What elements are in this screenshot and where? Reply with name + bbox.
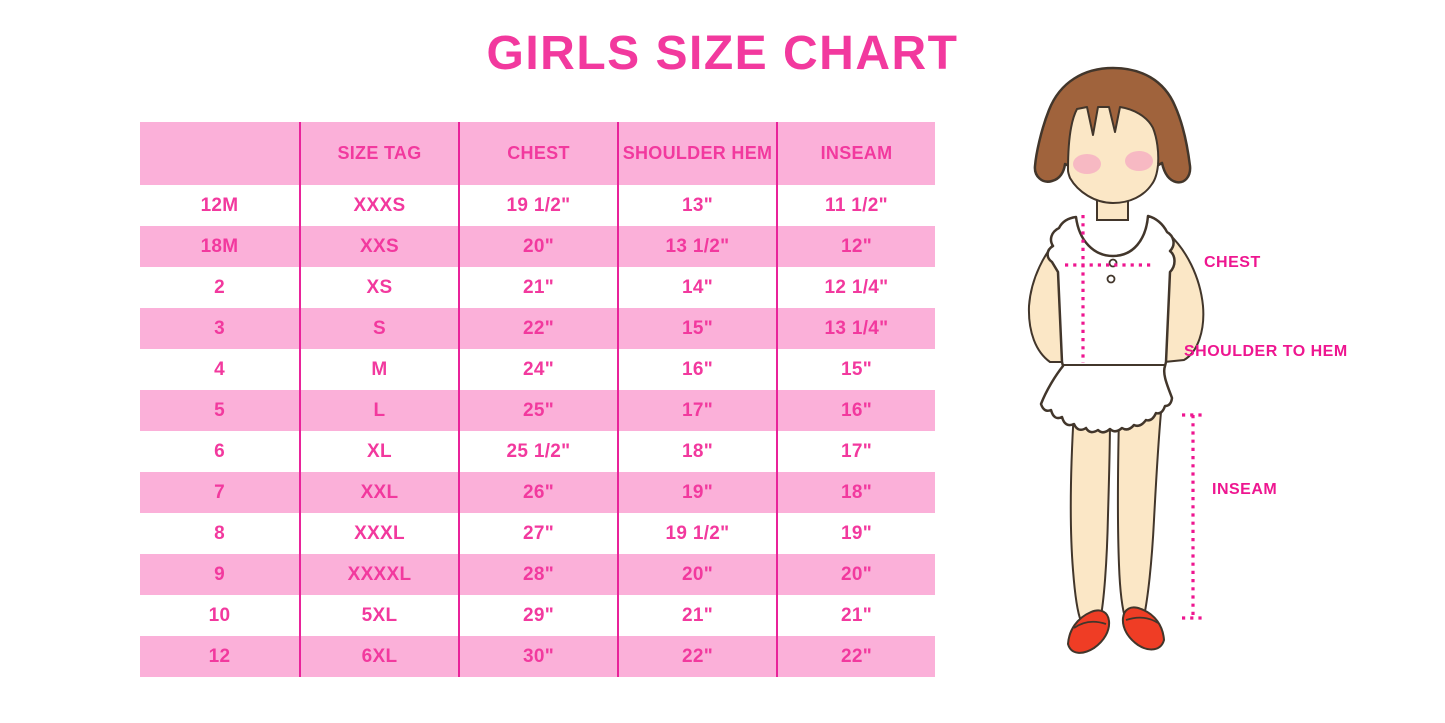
- table-cell: 15": [617, 308, 776, 349]
- table-cell: 5XL: [299, 595, 458, 636]
- inseam-annotation-label: INSEAM: [1212, 481, 1278, 498]
- table-cell: 28": [458, 554, 617, 595]
- girls-size-table: SIZE TAG CHEST SHOULDER HEM INSEAM 12M XX…: [140, 122, 935, 677]
- table-cell: 21": [458, 267, 617, 308]
- table-row: 2 XS 21" 14" 12 1/4": [140, 267, 935, 308]
- right-cheek-blush: [1125, 151, 1153, 171]
- table-cell: 16": [776, 390, 935, 431]
- table-cell: 27": [458, 513, 617, 554]
- table-cell: XXXL: [299, 513, 458, 554]
- table-row: 5 L 25" 17" 16": [140, 390, 935, 431]
- table-cell: 10: [208, 604, 231, 626]
- left-shoe-shape: [1066, 609, 1111, 654]
- table-row: 4 M 24" 16" 15": [140, 349, 935, 390]
- table-cell: 3: [214, 317, 225, 339]
- table-header-row: SIZE TAG CHEST SHOULDER HEM INSEAM: [140, 122, 935, 185]
- table-cell: XS: [299, 267, 458, 308]
- right-leg-shape: [1116, 410, 1163, 622]
- table-cell: L: [299, 390, 458, 431]
- table-cell: 25": [458, 390, 617, 431]
- table-cell: 13": [617, 185, 776, 226]
- table-cell: 9: [214, 563, 225, 585]
- table-cell: 6: [214, 440, 225, 462]
- table-cell: 13 1/4": [776, 308, 935, 349]
- table-row: 10 5XL 29" 21" 21": [140, 595, 935, 636]
- right-shoe-shape: [1121, 606, 1166, 651]
- table-row: 12 6XL 30" 22" 22": [140, 636, 935, 677]
- table-cell: 17": [776, 431, 935, 472]
- table-cell: 30": [458, 636, 617, 677]
- table-cell: XXXS: [299, 185, 458, 226]
- table-cell: 12": [776, 226, 935, 267]
- table-row: 9 XXXXL 28" 20" 20": [140, 554, 935, 595]
- table-cell: 19 1/2": [458, 185, 617, 226]
- table-cell: 12M: [200, 194, 239, 216]
- table-cell: XL: [299, 431, 458, 472]
- size-table-body: 12M XXXS 19 1/2" 13" 11 1/2" 18M XXS 20" 13 1/2"…: [140, 185, 935, 677]
- table-cell: 19": [776, 513, 935, 554]
- table-row: 12M XXXS 19 1/2" 13" 11 1/2": [140, 185, 935, 226]
- header-cell-size-tag: SIZE TAG: [299, 122, 458, 185]
- right-shoe-strap: [1125, 616, 1159, 624]
- table-cell: 11 1/2": [776, 185, 935, 226]
- girl-measurement-figure: [1000, 60, 1230, 680]
- shoulder-to-hem-annotation-label: SHOULDER TO HEM: [1184, 343, 1348, 360]
- table-cell: 29": [458, 595, 617, 636]
- table-cell: 18": [776, 472, 935, 513]
- table-cell: 5: [214, 399, 225, 421]
- table-cell: 7: [214, 481, 225, 503]
- table-cell: 20": [776, 554, 935, 595]
- table-cell: XXXXL: [299, 554, 458, 595]
- table-cell: 12 1/4": [776, 267, 935, 308]
- table-row: 8 XXXL 27" 19 1/2" 19": [140, 513, 935, 554]
- header-cell-shoulder-hem: SHOULDER HEM: [617, 122, 776, 185]
- table-cell: 2: [214, 276, 225, 298]
- table-cell: 17": [617, 390, 776, 431]
- table-cell: 24": [458, 349, 617, 390]
- table-cell: 20": [458, 226, 617, 267]
- left-leg-shape: [1069, 408, 1112, 622]
- table-cell: 16": [617, 349, 776, 390]
- table-cell: 22": [617, 636, 776, 677]
- header-cell-inseam: INSEAM: [776, 122, 935, 185]
- face-shape: [1067, 106, 1160, 204]
- table-cell: 26": [458, 472, 617, 513]
- dress-shape: [1039, 214, 1176, 434]
- header-cell-size: [140, 122, 299, 185]
- bottom-button: [1106, 274, 1116, 284]
- page-title: GIRLS SIZE CHART: [486, 27, 959, 80]
- table-cell: 6XL: [299, 636, 458, 677]
- table-cell: M: [299, 349, 458, 390]
- table-cell: 21": [617, 595, 776, 636]
- table-cell: 21": [776, 595, 935, 636]
- table-cell: 15": [776, 349, 935, 390]
- header-cell-chest: CHEST: [458, 122, 617, 185]
- table-cell: 14": [617, 267, 776, 308]
- table-cell: 18M: [200, 235, 239, 257]
- left-cheek-blush: [1073, 154, 1101, 174]
- table-cell: S: [299, 308, 458, 349]
- table-cell: 8: [214, 522, 225, 544]
- table-cell: 22": [458, 308, 617, 349]
- table-cell: XXL: [299, 472, 458, 513]
- girl-illustration: [1027, 66, 1205, 654]
- table-cell: 22": [776, 636, 935, 677]
- table-cell: XXS: [299, 226, 458, 267]
- table-cell: 19": [617, 472, 776, 513]
- table-cell: 18": [617, 431, 776, 472]
- table-cell: 19 1/2": [617, 513, 776, 554]
- table-cell: 20": [617, 554, 776, 595]
- chest-annotation-label: CHEST: [1204, 254, 1261, 271]
- table-row: 6 XL 25 1/2" 18" 17": [140, 431, 935, 472]
- table-row: 7 XXL 26" 19" 18": [140, 472, 935, 513]
- table-cell: 25 1/2": [458, 431, 617, 472]
- table-cell: 13 1/2": [617, 226, 776, 267]
- table-row: 3 S 22" 15" 13 1/4": [140, 308, 935, 349]
- table-cell: 4: [214, 358, 225, 380]
- left-shoe-strap: [1073, 620, 1107, 629]
- table-cell: 12: [208, 645, 231, 667]
- table-row: 18M XXS 20" 13 1/2" 12": [140, 226, 935, 267]
